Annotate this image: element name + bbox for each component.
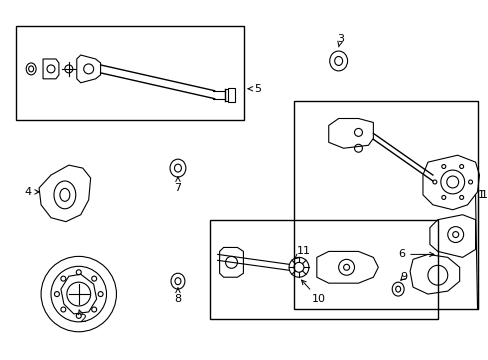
Text: 8: 8 xyxy=(174,288,181,304)
Text: 1: 1 xyxy=(477,190,484,200)
Text: 5: 5 xyxy=(248,84,261,94)
Text: 10: 10 xyxy=(301,280,325,304)
Bar xyxy=(16,26,244,121)
Text: 9: 9 xyxy=(399,272,407,282)
Text: 7: 7 xyxy=(174,177,181,193)
Text: 2: 2 xyxy=(79,310,86,324)
Bar xyxy=(293,101,477,309)
Text: 6: 6 xyxy=(397,249,433,260)
Text: 3: 3 xyxy=(336,34,344,47)
Bar xyxy=(227,88,235,102)
Text: 11: 11 xyxy=(294,247,310,259)
Text: 1: 1 xyxy=(480,190,487,200)
Bar xyxy=(209,220,437,319)
Text: 4: 4 xyxy=(24,187,39,197)
